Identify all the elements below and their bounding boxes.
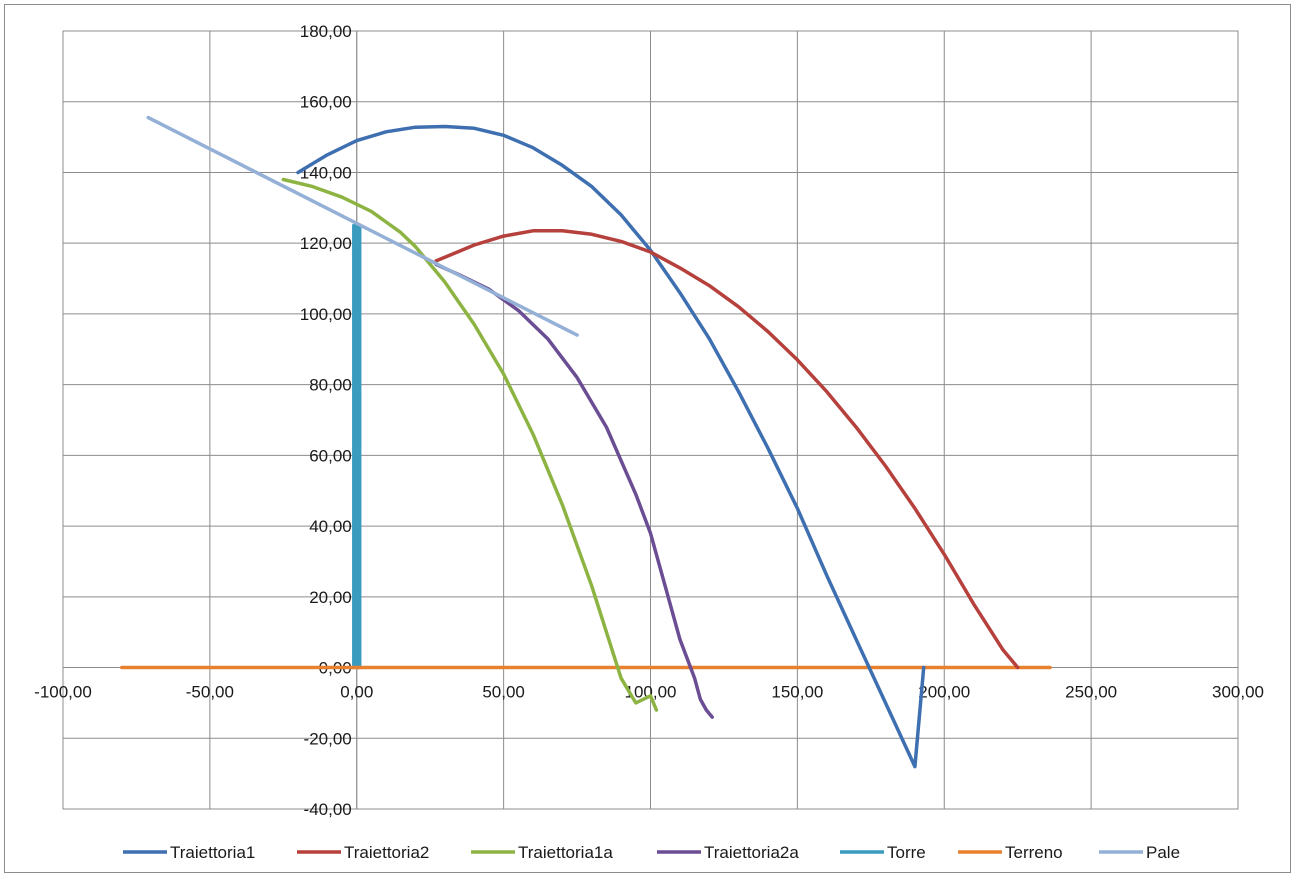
y-tick-label: 120,00 xyxy=(300,234,352,253)
chart-svg: -40,00 -20,00 0,00 20,00 40,00 60,00 80,00 100,… xyxy=(34,22,1264,862)
y-tick-label: 20,00 xyxy=(309,588,352,607)
x-tick-label: 150,00 xyxy=(771,683,823,702)
y-tick-label: -40,00 xyxy=(304,800,352,819)
legend-label-torre: Torre xyxy=(887,843,926,862)
series-lines xyxy=(120,115,1052,769)
legend-label-traiettoria1a: Traiettoria1a xyxy=(518,843,613,862)
series-line-torre xyxy=(352,223,362,670)
legend-label-terreno: Terreno xyxy=(1005,843,1063,862)
legend-label-traiettoria2: Traiettoria2 xyxy=(344,843,429,862)
legend-label-pale: Pale xyxy=(1146,843,1180,862)
x-tick-label: -100,00 xyxy=(34,683,92,702)
x-tick-label: 200,00 xyxy=(918,683,970,702)
x-tick-label: 0,00 xyxy=(340,683,373,702)
y-tick-label: 140,00 xyxy=(300,163,352,182)
x-tick-label: -50,00 xyxy=(186,683,234,702)
x-tick-label: 50,00 xyxy=(482,683,525,702)
series-line-pale xyxy=(146,115,579,337)
y-tick-label: 100,00 xyxy=(300,305,352,324)
x-tick-labels: -100,00 -50,00 0,00 50,00 100,00 150,00 200,00… xyxy=(34,683,1264,702)
y-tick-label: 40,00 xyxy=(309,517,352,536)
series-line-traiettoria1 xyxy=(296,124,926,769)
y-tick-label: -20,00 xyxy=(304,729,352,748)
legend-label-traiettoria1: Traiettoria1 xyxy=(170,843,255,862)
y-tick-label: 60,00 xyxy=(309,446,352,465)
x-tick-label: 250,00 xyxy=(1065,683,1117,702)
legend: Traiettoria1 Traiettoria2 Traiettoria1a Tra… xyxy=(123,843,1180,862)
y-tick-label: 180,00 xyxy=(300,22,352,41)
series-line-traiettoria2 xyxy=(434,229,1020,670)
y-tick-label: 80,00 xyxy=(309,376,352,395)
y-tick-label: 160,00 xyxy=(300,93,352,112)
legend-label-traiettoria2a: Traiettoria2a xyxy=(704,843,799,862)
series-line-traiettoria1a xyxy=(281,177,659,712)
x-tick-label: 100,00 xyxy=(625,683,677,702)
y-tick-labels: -40,00-20,000,0020,0040,0060,0080,00100,… xyxy=(300,22,352,819)
chart-frame: -40,00 -20,00 0,00 20,00 40,00 60,00 80,00 100,… xyxy=(4,4,1291,873)
x-tick-label: 300,00 xyxy=(1212,683,1264,702)
